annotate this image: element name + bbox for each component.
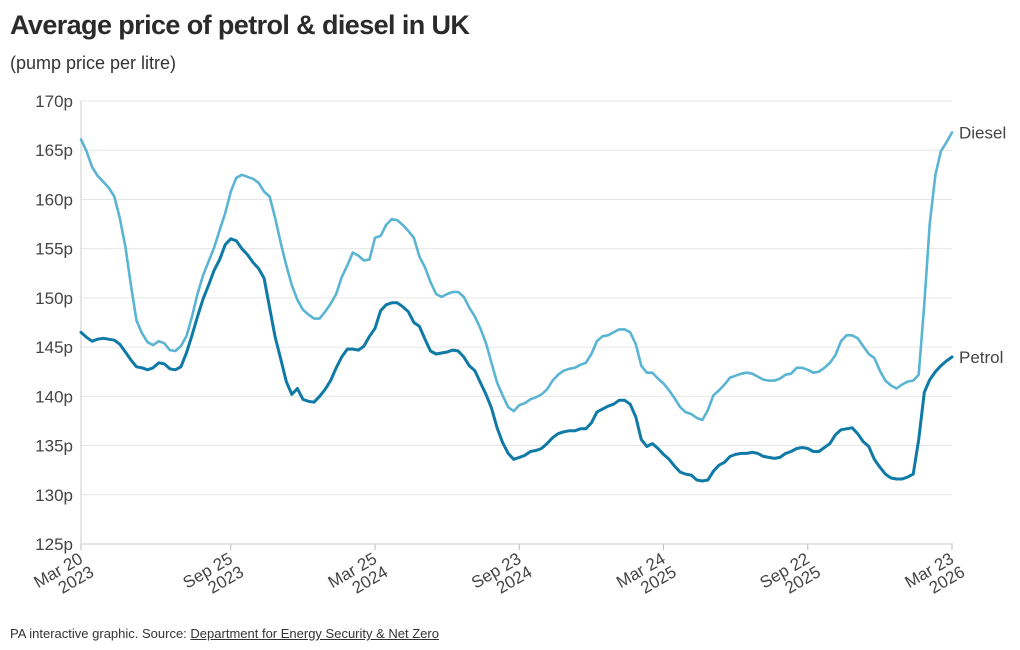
- y-tick-label-160: 160p: [35, 190, 73, 209]
- x-tick-label-1: Sep 252023: [180, 548, 247, 608]
- x-tick-label-0: Mar 202023: [31, 548, 97, 607]
- y-tick-label-140: 140p: [35, 387, 73, 406]
- series-label-diesel: Diesel: [959, 124, 1006, 143]
- y-tick-label-170: 170p: [35, 92, 73, 111]
- y-tick-label-125: 125p: [35, 535, 73, 554]
- series-label-petrol: Petrol: [959, 348, 1003, 367]
- x-tick-label-2: Mar 252024: [325, 548, 391, 607]
- gridlines: [81, 100, 952, 496]
- x-tick-label-4: Mar 242025: [613, 548, 679, 607]
- y-tick-label-155: 155p: [35, 240, 73, 259]
- x-axis-ticks: Mar 202023 Sep 252023 Mar 252024 Sep 232024…: [31, 544, 968, 608]
- x-tick-label-6: Mar 232026: [902, 548, 968, 607]
- chart-title: Average price of petrol & diesel in UK: [10, 10, 470, 40]
- source-footer: PA interactive graphic. Source: Departme…: [10, 626, 439, 641]
- series-labels: Diesel Petrol: [959, 124, 1006, 367]
- y-tick-label-130: 130p: [35, 486, 73, 505]
- footer-prefix: PA interactive graphic. Source:: [10, 626, 191, 641]
- y-tick-label-165: 165p: [35, 141, 73, 160]
- y-tick-label-145: 145p: [35, 338, 73, 357]
- series-line-diesel: [79, 131, 954, 422]
- source-link[interactable]: Department for Energy Security & Net Zer…: [190, 626, 439, 641]
- series-line-petrol: [79, 237, 954, 483]
- y-axis-ticks: 125p 130p 135p 140p 145p 150p 155p 160p 165p 170p: [35, 92, 73, 554]
- series-lines: [79, 131, 954, 483]
- y-tick-label-150: 150p: [35, 289, 73, 308]
- y-tick-label-135: 135p: [35, 437, 73, 456]
- x-tick-label-5: Sep 222025: [757, 548, 824, 608]
- chart-subtitle: (pump price per litre): [10, 53, 177, 73]
- x-tick-label-3: Sep 232024: [468, 548, 535, 608]
